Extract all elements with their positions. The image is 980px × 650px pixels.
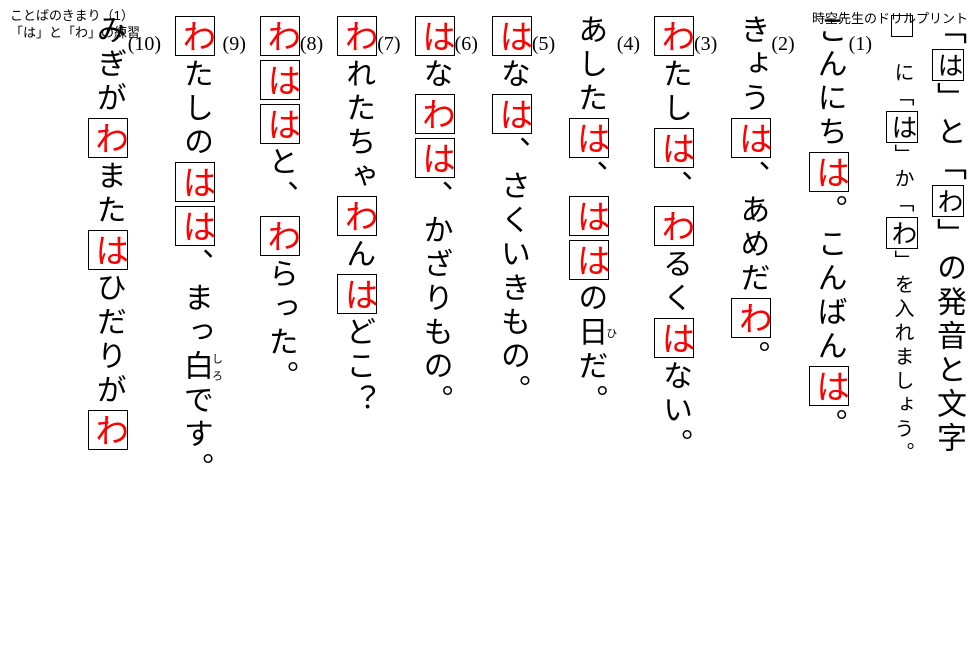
instr-box-ha: は xyxy=(886,111,918,143)
question-9: (9) わたしのはは、まっ白しろです。 xyxy=(175,14,246,640)
answer-box[interactable]: わ xyxy=(88,118,128,158)
instruction-column: に「は」か「わ」を入れましょう。 xyxy=(886,14,918,640)
answer-box[interactable]: わ xyxy=(654,206,694,246)
answer-box[interactable]: は xyxy=(569,240,609,280)
q-number: (3) xyxy=(694,14,717,74)
question-1: (1) こんにちは。こんばんは。 xyxy=(809,14,872,640)
answer-box[interactable]: は xyxy=(260,104,300,144)
blank-box-icon xyxy=(891,15,913,37)
question-7: (7) われたちゃわんはどこ？ xyxy=(337,14,400,640)
answer-box[interactable]: は xyxy=(809,152,849,192)
title-box-wa: わ xyxy=(932,185,964,217)
answer-box[interactable]: は xyxy=(88,230,128,270)
answer-box[interactable]: は xyxy=(175,206,215,246)
answer-box[interactable]: わ xyxy=(175,16,215,56)
ruby-shiro: 白しろ xyxy=(179,350,212,384)
answer-box[interactable]: わ xyxy=(337,16,377,56)
answer-box[interactable]: は xyxy=(175,162,215,202)
answer-box[interactable]: は xyxy=(337,274,377,314)
instr-pre: に「 xyxy=(891,38,913,110)
question-10: (10) みぎがわまたはひだりがわ xyxy=(88,14,161,640)
instr-post: 」を入れましょう。 xyxy=(891,250,913,466)
question-5: (5) はなは、さくいきもの。 xyxy=(492,14,555,640)
title-post: 」の発音と文字 xyxy=(932,218,965,456)
q-number: (1) xyxy=(849,14,872,74)
question-2: (2) きょうは、あめだわ。 xyxy=(731,14,794,640)
answer-box[interactable]: は xyxy=(569,196,609,236)
answer-box[interactable]: は xyxy=(415,16,455,56)
answer-box[interactable]: わ xyxy=(260,16,300,56)
answer-box[interactable]: は xyxy=(492,16,532,56)
worksheet-page: ことばのきまり（1） 「は」と「わ」の練習 時空先生のドリルプリント 「は」と「… xyxy=(0,0,980,650)
answer-box[interactable]: は xyxy=(654,128,694,168)
instr-box-wa: わ xyxy=(886,217,918,249)
answer-box[interactable]: は xyxy=(415,138,455,178)
title-mid: 」と「 xyxy=(932,82,965,184)
q-number: (6) xyxy=(455,14,478,74)
q-number: (2) xyxy=(771,14,794,74)
q-number: (5) xyxy=(532,14,555,74)
title-pre: 「 xyxy=(932,14,965,48)
answer-box[interactable]: は xyxy=(654,318,694,358)
answer-box[interactable]: わ xyxy=(415,94,455,134)
answer-box[interactable]: は xyxy=(492,94,532,134)
q-number: (4) xyxy=(617,14,640,74)
question-8: (8) わははと、わらった。 xyxy=(260,14,323,640)
question-6: (6) はなわは、かざりもの。 xyxy=(415,14,478,640)
answer-box[interactable]: わ xyxy=(337,196,377,236)
title-box-ha: は xyxy=(932,49,964,81)
question-4: (4) あしたは、ははの日ひだ。 xyxy=(569,14,640,640)
title-column: 「は」と「わ」の発音と文字 xyxy=(932,14,964,640)
answer-box[interactable]: は xyxy=(260,60,300,100)
q-number: (9) xyxy=(223,14,246,74)
answer-box[interactable]: は xyxy=(809,366,849,406)
question-3: (3) わたしは、わるくはない。 xyxy=(654,14,717,640)
answer-box[interactable]: は xyxy=(569,118,609,158)
q-number: (8) xyxy=(300,14,323,74)
q-number: (7) xyxy=(377,14,400,74)
ruby-hi: 日ひ xyxy=(573,316,606,350)
answer-box[interactable]: わ xyxy=(654,16,694,56)
content: 「は」と「わ」の発音と文字 に「は」か「わ」を入れましょう。 (1) こんにちは… xyxy=(88,14,964,640)
answer-box[interactable]: は xyxy=(731,118,771,158)
answer-box[interactable]: わ xyxy=(260,216,300,256)
instr-mid: 」か「 xyxy=(891,144,913,216)
answer-box[interactable]: わ xyxy=(88,410,128,450)
q-number: (10) xyxy=(128,14,161,74)
answer-box[interactable]: わ xyxy=(731,298,771,338)
